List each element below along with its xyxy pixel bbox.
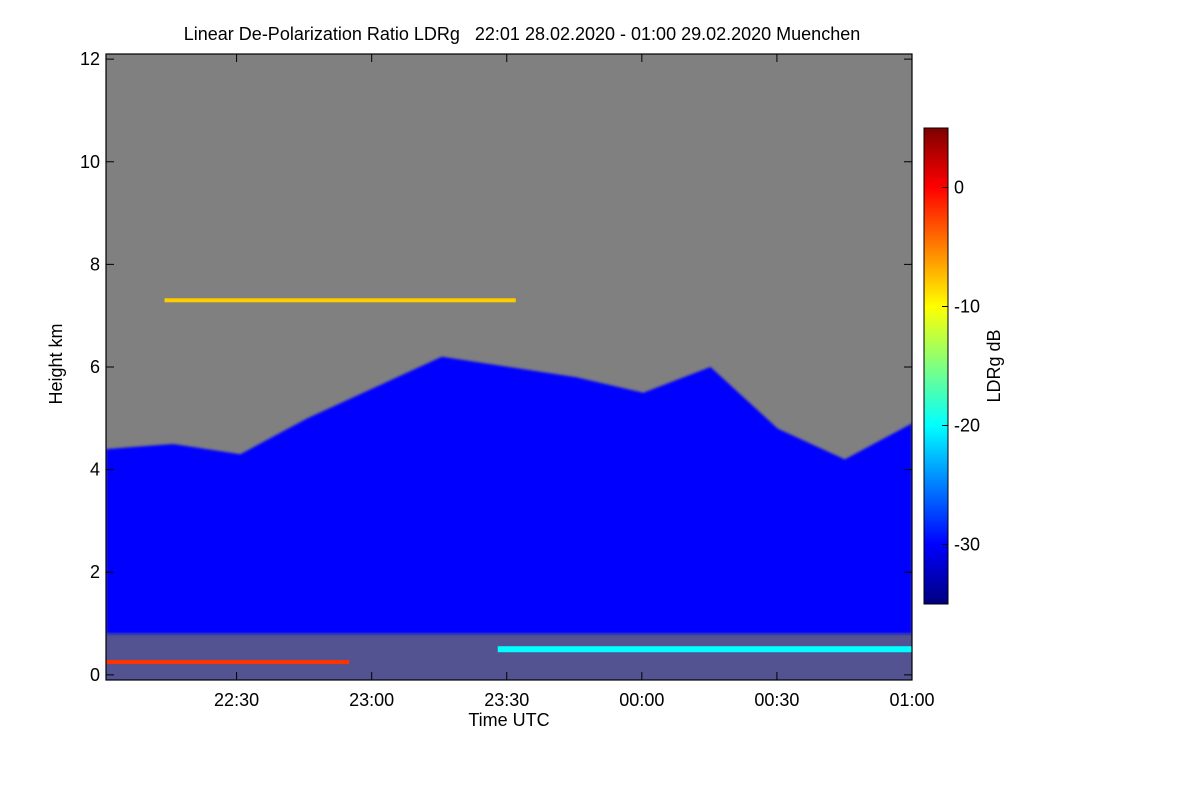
feature-layers xyxy=(106,298,912,680)
y-axis-label: Height km xyxy=(46,323,66,404)
y-tick-label: 8 xyxy=(90,254,100,274)
colorbar-tick-label: -10 xyxy=(954,297,980,317)
x-tick-label: 00:30 xyxy=(754,690,799,710)
x-tick-label: 22:30 xyxy=(214,690,259,710)
y-axis: 0 2 4 6 8 10 12 xyxy=(80,49,912,685)
colorbar-ticks: 0 -10 -20 -30 xyxy=(942,178,980,555)
thin-layer xyxy=(164,298,516,303)
plot-area xyxy=(106,54,912,680)
cloud-layer xyxy=(106,356,912,634)
colorbar-label: LDRg dB xyxy=(984,329,1004,402)
low-layer xyxy=(497,646,912,653)
chart-title: Linear De-Polarization Ratio LDRg 22:01 … xyxy=(184,24,860,44)
cloud-base-band xyxy=(106,633,912,680)
colorbar-tick-label: 0 xyxy=(954,178,964,198)
y-tick-label: 6 xyxy=(90,357,100,377)
y-tick-label: 0 xyxy=(90,665,100,685)
colorbar xyxy=(923,127,949,605)
x-tick-label: 00:00 xyxy=(619,690,664,710)
x-tick-label: 01:00 xyxy=(889,690,934,710)
x-tick-label: 23:00 xyxy=(349,690,394,710)
x-axis-label: Time UTC xyxy=(468,710,549,730)
y-tick-label: 2 xyxy=(90,562,100,582)
x-axis: 22:30 23:00 23:30 00:00 00:30 01:00 xyxy=(214,54,935,710)
colorbar-tick-label: -20 xyxy=(954,416,980,436)
y-tick-label: 12 xyxy=(80,49,100,69)
y-tick-label: 10 xyxy=(80,152,100,172)
x-tick-label: 23:30 xyxy=(484,690,529,710)
y-tick-label: 4 xyxy=(90,460,100,480)
near-ground-layer xyxy=(106,660,350,665)
colorbar-tick-label: -30 xyxy=(954,535,980,555)
